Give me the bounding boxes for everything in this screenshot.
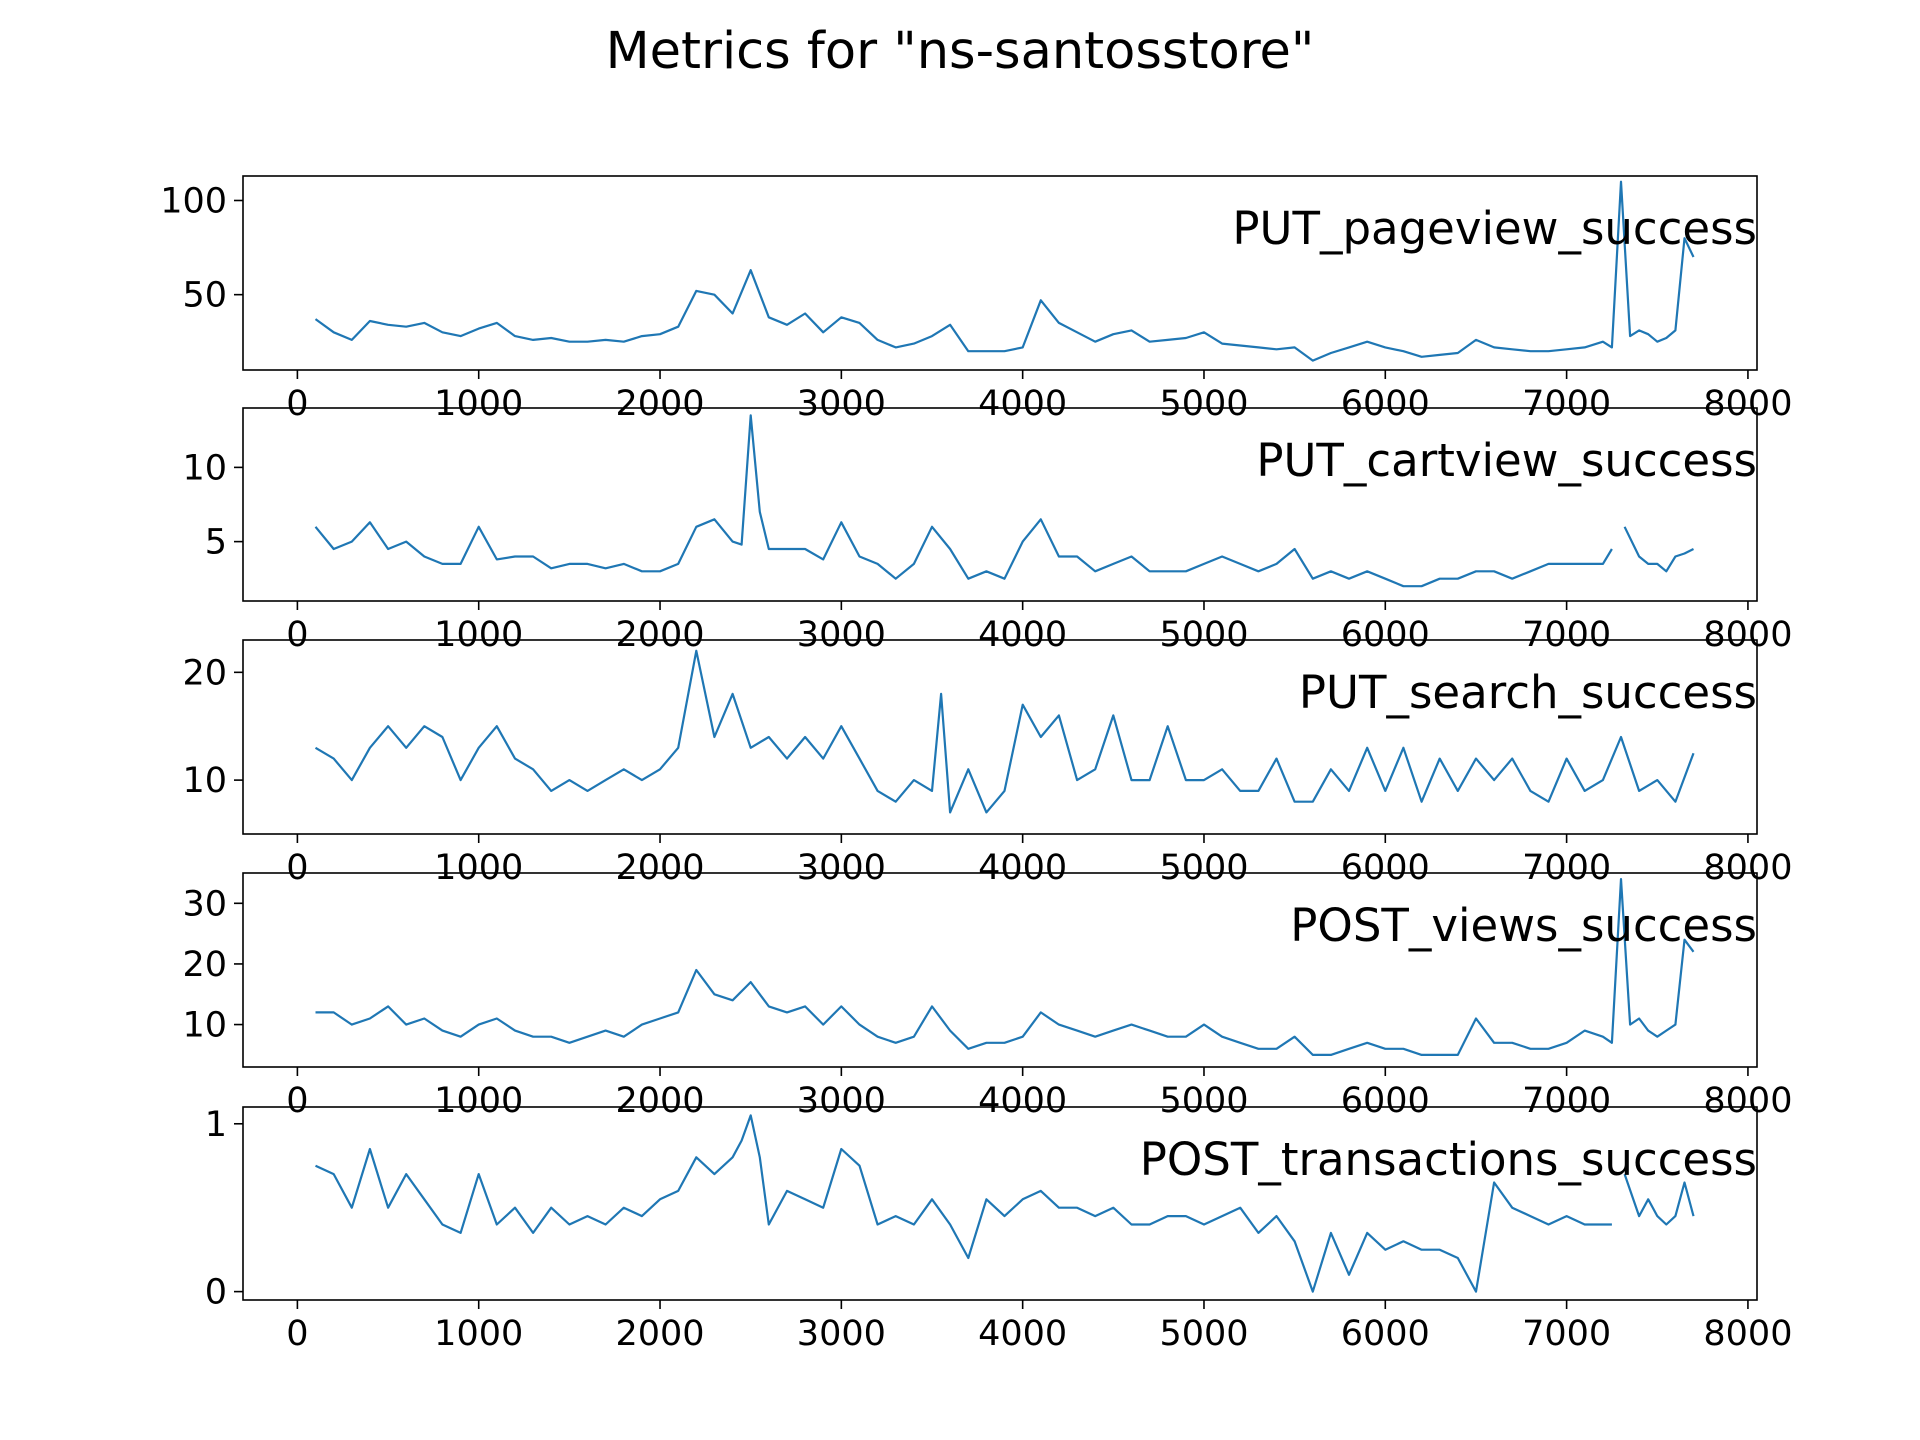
metric-label: POST_transactions_success (1140, 1133, 1757, 1186)
x-tick-label: 8000 (1703, 1081, 1792, 1121)
y-tick-label: 1 (205, 1105, 227, 1145)
x-tick-label: 5000 (1159, 1314, 1248, 1354)
y-tick-label: 20 (182, 653, 227, 693)
series-line (315, 1114, 1695, 1293)
axes-frame (242, 175, 1758, 371)
x-tick-label: 8000 (1703, 384, 1792, 424)
x-tick-label: 2000 (615, 1081, 704, 1121)
axes-frame (242, 872, 1758, 1068)
x-tick-label: 3000 (797, 848, 886, 888)
x-tick-label: 5000 (1159, 615, 1248, 655)
subplot-3: 0 1000 2000 3000 4000 5000 6000 7000 8000 10 20 PUT… (182, 639, 1792, 888)
x-tick-label: 8000 (1703, 615, 1792, 655)
x-tick-label: 8000 (1703, 848, 1792, 888)
y-tick-label: 0 (205, 1273, 227, 1313)
y-tick-label: 10 (182, 761, 227, 801)
axes-frame (242, 407, 1758, 602)
y-tick-label: 20 (182, 945, 227, 985)
x-tick-label: 1000 (434, 1314, 523, 1354)
x-tick-label: 2000 (615, 1314, 704, 1354)
axes-frame (242, 639, 1758, 835)
y-tick-label: 5 (205, 523, 227, 563)
y-tick-label: 30 (182, 884, 227, 924)
x-tick-label: 2000 (615, 848, 704, 888)
x-tick-label: 7000 (1522, 1081, 1611, 1121)
x-tick-label: 4000 (978, 615, 1067, 655)
x-tick-label: 6000 (1341, 615, 1430, 655)
x-tick-label: 0 (286, 615, 308, 655)
x-tick-label: 3000 (797, 384, 886, 424)
series-line (314, 180, 1695, 362)
figure-title: Metrics for "ns-santosstore" (605, 22, 1315, 81)
x-tick-label: 0 (286, 848, 308, 888)
x-tick-label: 1000 (434, 384, 523, 424)
subplot-5: 0 1000 2000 3000 4000 5000 6000 7000 8000 0 1 POST_… (205, 1105, 1793, 1354)
x-tick-label: 7000 (1522, 615, 1611, 655)
series-line (314, 414, 1694, 588)
y-tick-label: 10 (182, 448, 227, 488)
x-tick-label: 7000 (1522, 384, 1611, 424)
series-line (314, 649, 1695, 814)
y-tick-label: 10 (182, 1006, 227, 1046)
metric-label: PUT_cartview_success (1256, 434, 1757, 487)
subplot-4: 0 1000 2000 3000 4000 5000 6000 7000 8000 10 20 30 P… (182, 872, 1792, 1121)
subplot-2: 0 1000 2000 3000 4000 5000 6000 7000 8000 5 10 PUT_… (182, 407, 1792, 655)
x-tick-label: 6000 (1341, 1081, 1430, 1121)
x-tick-label: 0 (286, 384, 308, 424)
x-tick-label: 6000 (1341, 384, 1430, 424)
axes-frame (242, 1106, 1758, 1301)
y-tick-label: 100 (160, 181, 227, 221)
x-tick-label: 6000 (1341, 848, 1430, 888)
x-tick-label: 4000 (978, 1081, 1067, 1121)
x-tick-label: 1000 (434, 848, 523, 888)
x-tick-label: 7000 (1522, 1314, 1611, 1354)
x-tick-label: 5000 (1159, 1081, 1248, 1121)
x-tick-label: 3000 (797, 1081, 886, 1121)
x-tick-label: 7000 (1522, 848, 1611, 888)
x-tick-label: 8000 (1703, 1314, 1792, 1354)
x-tick-label: 6000 (1341, 1314, 1430, 1354)
x-tick-label: 2000 (615, 615, 704, 655)
subplot-1: 0 1000 2000 3000 4000 5000 6000 7000 8000 50 100 PU… (160, 175, 1792, 424)
y-tick-label: 50 (182, 276, 227, 316)
x-tick-label: 3000 (797, 615, 886, 655)
x-tick-label: 0 (286, 1314, 308, 1354)
x-tick-label: 1000 (434, 1081, 523, 1121)
metric-label: PUT_pageview_success (1232, 202, 1757, 255)
x-tick-label: 3000 (797, 1314, 886, 1354)
x-tick-label: 4000 (978, 1314, 1067, 1354)
metric-label: POST_views_success (1290, 899, 1757, 952)
x-tick-label: 5000 (1159, 384, 1248, 424)
x-tick-label: 0 (286, 1081, 308, 1121)
x-tick-label: 5000 (1159, 848, 1248, 888)
x-tick-label: 1000 (434, 615, 523, 655)
series-line (315, 878, 1695, 1056)
metric-label: PUT_search_success (1299, 666, 1757, 719)
x-tick-label: 4000 (978, 848, 1067, 888)
x-tick-label: 2000 (615, 384, 704, 424)
x-tick-label: 4000 (978, 384, 1067, 424)
